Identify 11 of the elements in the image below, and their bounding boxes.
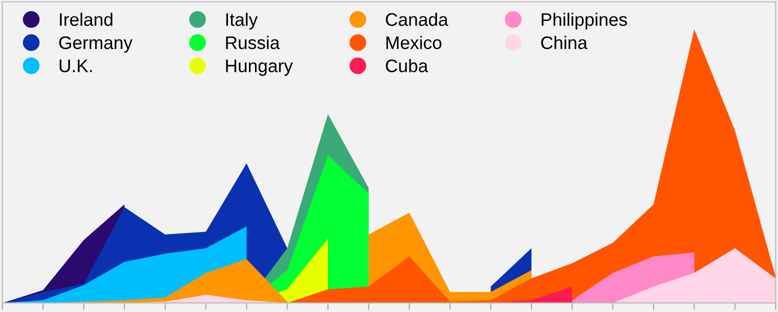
legend-label: Russia — [226, 36, 280, 50]
legend-label: Hungary — [226, 60, 293, 76]
legend-label: Germany — [59, 36, 133, 53]
legend-label: Canada — [386, 12, 448, 26]
legend-label: Cuba — [386, 59, 428, 72]
legend-label: Mexico — [386, 36, 442, 50]
legend-label: U.K. — [60, 60, 92, 72]
legend-label: China — [541, 36, 588, 50]
legend-label: Ireland — [60, 12, 112, 26]
legend-label: Philippines — [542, 12, 627, 30]
legend-label: Italy — [226, 12, 258, 30]
